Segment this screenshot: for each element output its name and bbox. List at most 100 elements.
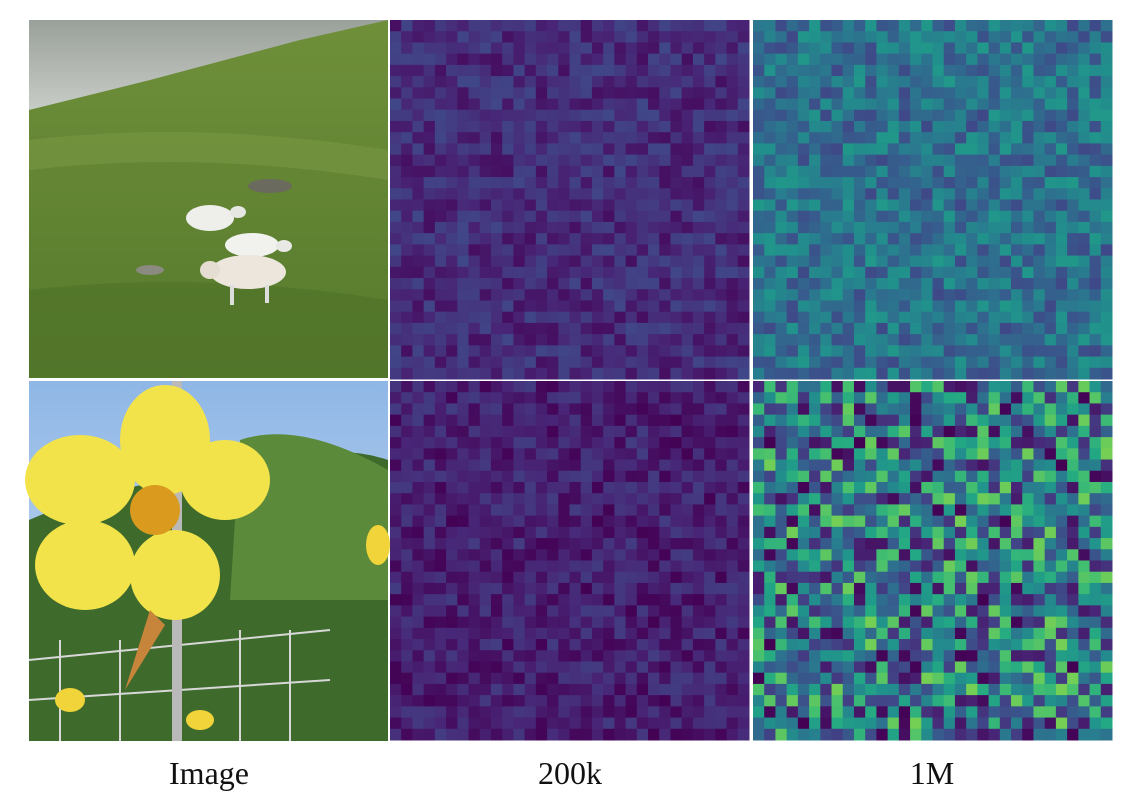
heatmap-cell bbox=[692, 109, 705, 122]
heatmap-cell bbox=[524, 616, 537, 629]
heatmap-cell bbox=[468, 53, 481, 66]
heatmap-cell bbox=[966, 627, 978, 640]
heatmap-cell bbox=[670, 414, 683, 427]
heatmap-cell bbox=[753, 538, 765, 550]
heatmap-cell bbox=[591, 381, 604, 393]
heatmap-cell bbox=[1089, 448, 1102, 461]
heatmap-cell bbox=[401, 31, 413, 43]
heatmap-cell bbox=[513, 605, 526, 618]
heatmap-cell bbox=[999, 345, 1012, 358]
heatmap-cell bbox=[401, 289, 413, 301]
heatmap-cell bbox=[513, 143, 526, 156]
heatmap-cell bbox=[865, 437, 877, 449]
heatmap-cell bbox=[853, 403, 866, 416]
heatmap-cell bbox=[648, 481, 660, 494]
heatmap-cell bbox=[797, 414, 810, 427]
heatmap-cell bbox=[603, 717, 615, 730]
heatmap-cell bbox=[753, 448, 765, 461]
heatmap-cell bbox=[468, 289, 481, 301]
heatmap-cell bbox=[704, 695, 716, 707]
heatmap-cell bbox=[1033, 493, 1046, 505]
heatmap-cell bbox=[809, 728, 821, 741]
heatmap-cell bbox=[603, 31, 615, 43]
heatmap-cell bbox=[1055, 109, 1068, 122]
heatmap-cell bbox=[580, 661, 593, 674]
heatmap-cell bbox=[591, 538, 604, 550]
heatmap-cell bbox=[898, 53, 911, 66]
heatmap-cell bbox=[591, 403, 604, 416]
heatmap-cell bbox=[842, 695, 855, 707]
heatmap-cell bbox=[999, 526, 1012, 539]
heatmap-cell bbox=[401, 526, 413, 539]
heatmap-cell bbox=[820, 470, 833, 483]
heatmap-cell bbox=[704, 672, 716, 685]
heatmap-cell bbox=[853, 31, 866, 43]
heatmap-cell bbox=[809, 549, 821, 561]
heatmap-cell bbox=[479, 627, 492, 640]
heatmap-cell bbox=[659, 42, 671, 55]
heatmap-cell bbox=[737, 616, 750, 629]
heatmap-cell bbox=[648, 560, 660, 573]
heatmap-cell bbox=[764, 481, 776, 494]
heatmap-cell bbox=[809, 31, 821, 43]
heatmap-cell bbox=[775, 76, 788, 88]
heatmap-cell bbox=[898, 20, 911, 32]
heatmap-cell bbox=[932, 470, 945, 483]
heatmap-cell bbox=[1011, 53, 1023, 66]
heatmap-cell bbox=[842, 20, 855, 32]
heatmap-cell bbox=[591, 165, 604, 178]
heatmap-cell bbox=[921, 392, 933, 404]
heatmap-cell bbox=[1022, 392, 1034, 404]
heatmap-cell bbox=[547, 345, 559, 358]
heatmap-cell bbox=[797, 605, 810, 618]
heatmap-cell bbox=[842, 177, 855, 189]
heatmap-cell bbox=[468, 311, 481, 324]
heatmap-cell bbox=[502, 605, 514, 618]
heatmap-cell bbox=[715, 616, 728, 629]
heatmap-cell bbox=[853, 706, 866, 719]
heatmap-cell bbox=[434, 526, 447, 539]
heatmap-cell bbox=[753, 20, 765, 32]
heatmap-cell bbox=[831, 481, 844, 494]
heatmap-cell bbox=[1067, 199, 1079, 212]
heatmap-cell bbox=[670, 437, 683, 449]
heatmap-cell bbox=[1055, 414, 1068, 427]
heatmap-cell bbox=[704, 76, 716, 88]
heatmap-cell bbox=[831, 695, 844, 707]
heatmap-cell bbox=[737, 728, 750, 741]
heatmap-cell bbox=[535, 381, 548, 393]
heatmap-cell bbox=[966, 560, 978, 573]
heatmap-cell bbox=[1067, 448, 1079, 461]
heatmap-cell bbox=[1022, 459, 1034, 472]
heatmap-cell bbox=[842, 728, 855, 741]
heatmap-cell bbox=[446, 481, 458, 494]
heatmap-cell bbox=[820, 706, 833, 719]
heatmap-cell bbox=[569, 695, 582, 707]
heatmap-cell bbox=[1089, 627, 1102, 640]
heatmap-cell bbox=[1078, 289, 1091, 301]
heatmap-cell bbox=[591, 571, 604, 584]
heatmap-cell bbox=[954, 571, 967, 584]
heatmap-cell bbox=[479, 414, 492, 427]
heatmap-cell bbox=[932, 244, 945, 257]
heatmap-cell bbox=[853, 367, 866, 380]
heatmap-cell bbox=[591, 672, 604, 685]
heatmap-cell bbox=[490, 414, 503, 427]
heatmap-cell bbox=[831, 221, 844, 234]
heatmap-cell bbox=[479, 650, 492, 662]
heatmap-cell bbox=[1078, 481, 1091, 494]
heatmap-cell bbox=[591, 87, 604, 100]
heatmap-cell bbox=[681, 109, 694, 122]
heatmap-cell bbox=[1044, 717, 1057, 730]
heatmap-cell bbox=[932, 448, 945, 461]
heatmap-cell bbox=[977, 87, 990, 100]
heatmap-cell bbox=[636, 728, 649, 741]
heatmap-cell bbox=[715, 493, 728, 505]
heatmap-cell bbox=[479, 538, 492, 550]
heatmap-cell bbox=[603, 706, 615, 719]
heatmap-cell bbox=[932, 188, 945, 200]
heatmap-cell bbox=[842, 470, 855, 483]
heatmap-cell bbox=[524, 571, 537, 584]
heatmap-cell bbox=[954, 120, 967, 133]
heatmap-cell bbox=[1089, 311, 1102, 324]
